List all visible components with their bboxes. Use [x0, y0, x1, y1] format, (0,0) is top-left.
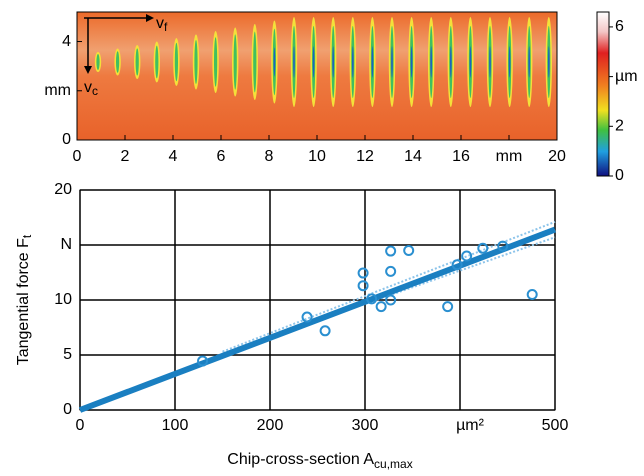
y-tick-label: mm	[44, 82, 71, 99]
x-tick-label: 8	[265, 148, 274, 165]
x-tick-label: 14	[404, 148, 422, 165]
x-tick-label: mm	[496, 148, 523, 165]
fit-line	[80, 230, 555, 410]
x-tick-label: 20	[548, 148, 566, 165]
stripe-deep	[489, 46, 491, 78]
x-axis-title: Chip-cross-section Acu,max	[227, 451, 412, 471]
x-tick-label: 200	[257, 417, 284, 434]
x-tick-label: 100	[162, 417, 189, 434]
figure: vf vc Tangential force Ft Chip-cross-sec…	[0, 0, 644, 476]
x-tick-label: 0	[76, 417, 85, 434]
stripe-core	[214, 37, 217, 87]
x-title-text: Chip-cross-section A	[227, 451, 374, 468]
y-tick-label: 10	[54, 291, 72, 308]
y-tick-label: 20	[54, 181, 72, 198]
stripe-core	[194, 40, 197, 84]
stripe-deep	[332, 46, 334, 78]
x-tick-label: 6	[217, 148, 226, 165]
data-point	[404, 246, 413, 255]
stripe-deep	[430, 46, 432, 78]
colorbar	[597, 12, 609, 176]
stripe-deep	[509, 46, 511, 78]
stripe-core	[136, 48, 139, 75]
stripe-core	[116, 51, 119, 73]
x-tick-label: 500	[542, 417, 569, 434]
data-point	[303, 313, 312, 322]
data-point	[386, 267, 395, 276]
data-point	[443, 302, 452, 311]
stripe-deep	[313, 46, 315, 78]
stripe-core	[155, 46, 158, 79]
annotation-text: v	[84, 79, 92, 96]
x-tick-label: 16	[452, 148, 470, 165]
y-title-text: Tangential force F	[15, 238, 32, 365]
stripe-deep	[293, 46, 295, 78]
stripe-deep	[470, 46, 472, 78]
stripe-core	[253, 32, 256, 93]
x-tick-label: 0	[73, 148, 82, 165]
surface-image	[77, 12, 557, 140]
stripe-deep	[450, 46, 452, 78]
x-tick-label: µm²	[456, 417, 485, 434]
y-tick-label: 0	[63, 401, 72, 418]
annotation-text: v	[156, 15, 164, 32]
stripe-deep	[391, 46, 393, 78]
stripe-deep	[411, 46, 413, 78]
data-point	[359, 269, 368, 278]
stripe-core	[175, 43, 178, 81]
y-tick-label: 5	[63, 346, 72, 363]
stripe-deep	[372, 46, 374, 78]
stripe-deep	[352, 46, 354, 78]
x-tick-label: 300	[352, 417, 379, 434]
x-tick-label: 10	[308, 148, 326, 165]
annotation-sub: c	[92, 84, 98, 98]
data-point	[386, 247, 395, 256]
stripe-core	[234, 34, 237, 89]
stripe-deep	[274, 47, 276, 76]
data-point	[321, 326, 330, 335]
y-tick-label: 0	[62, 131, 71, 148]
y-tick-label: N	[60, 236, 72, 253]
x-tick-label: 4	[169, 148, 178, 165]
data-point	[359, 281, 368, 290]
y-title-sub: t	[20, 234, 34, 238]
surface-panel: vf vc	[77, 12, 609, 176]
colorbar-label: 0	[615, 167, 624, 184]
y-tick-label: 4	[62, 33, 71, 50]
colorbar-label: 6	[615, 18, 624, 35]
data-point	[528, 290, 537, 299]
x-title-sub: cu,max	[374, 457, 413, 471]
colorbar-label: 2	[615, 118, 624, 135]
x-tick-label: 12	[356, 148, 374, 165]
data-point	[377, 302, 386, 311]
x-tick-label: 2	[121, 148, 130, 165]
y-axis-title: Tangential force Ft	[15, 234, 34, 365]
colorbar-label: µm	[615, 68, 638, 85]
stripe-core	[96, 54, 99, 70]
stripe-deep	[548, 46, 550, 78]
stripe-deep	[528, 46, 530, 78]
